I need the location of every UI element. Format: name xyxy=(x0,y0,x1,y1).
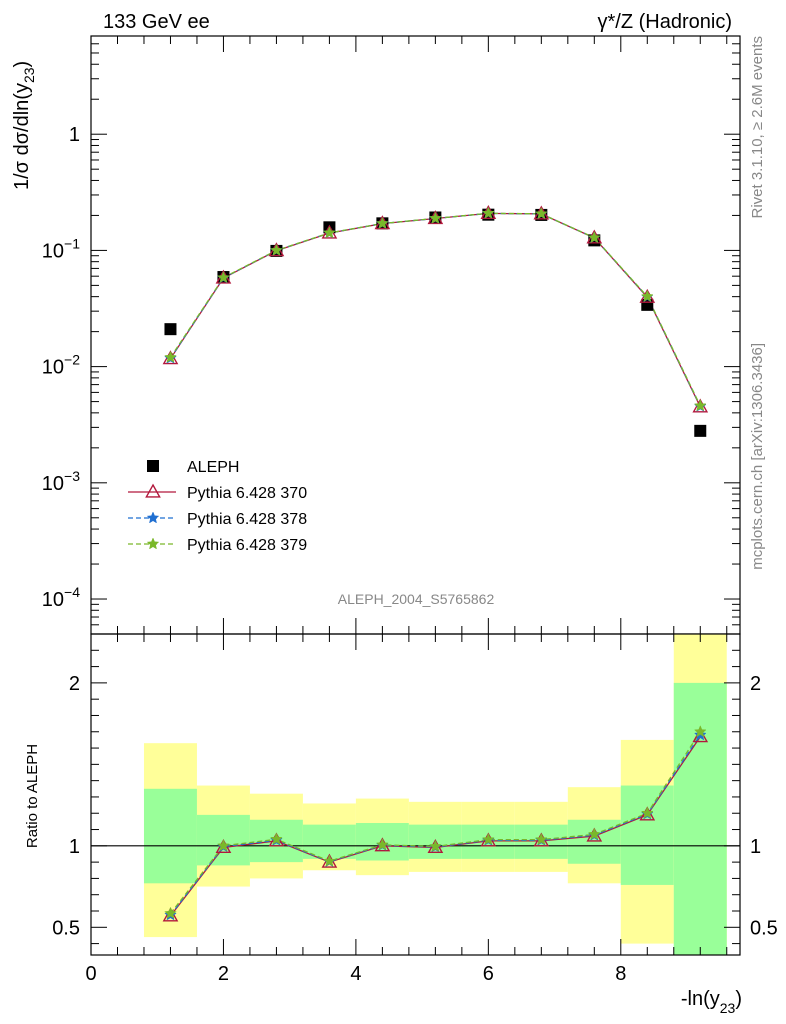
main-ytick-label-4: 1 xyxy=(69,124,80,146)
main-point-s0-9 xyxy=(641,298,654,311)
ratio-ytick-label-right-2: 2 xyxy=(750,673,761,695)
header-left-label: 133 GeV ee xyxy=(103,11,210,33)
main-point-s3-0 xyxy=(164,350,177,363)
side-text-top: Rivet 3.1.10, ≥ 2.6M events xyxy=(749,36,766,219)
ratio-point-s2-3 xyxy=(323,854,336,867)
main-point-s3-3 xyxy=(323,226,336,239)
main-panel: 10−4 10−3 10−2 10−1 1 xyxy=(42,35,741,635)
legend-marker-1 xyxy=(145,483,161,498)
ratio-ytick-label-left-2: 2 xyxy=(69,673,80,695)
ratio-ytick-label-left-1: 1 xyxy=(69,836,80,858)
main-series-line-1 xyxy=(169,212,701,408)
legend-label-2: Pythia 6.428 378 xyxy=(187,511,307,528)
main-point-s0-10 xyxy=(694,424,707,437)
legend-marker-3 xyxy=(146,537,160,550)
main-ytick-label-1: 10−3 xyxy=(42,468,80,495)
ratio-xtick-label-1: 2 xyxy=(218,963,229,985)
header-right-label: γ*/Z (Hadronic) xyxy=(598,11,732,33)
ratio-point-s2-4 xyxy=(376,838,389,851)
legend-label-1: Pythia 6.428 370 xyxy=(187,485,307,502)
ratio-xtick-label-4: 8 xyxy=(615,963,626,985)
ratio-point-s2-5 xyxy=(429,839,442,852)
ratio-point-s2-0 xyxy=(164,906,177,919)
ratio-ylabel: Ratio to ALEPH xyxy=(24,744,41,848)
main-point-s3-9 xyxy=(640,289,654,302)
ratio-xtick-label-2: 4 xyxy=(350,963,361,985)
main-ytick-label-2: 10−2 xyxy=(42,352,80,379)
legend-label-3: Pythia 6.428 379 xyxy=(187,537,307,554)
main-point-s3-8 xyxy=(587,231,601,244)
main-point-s0-0 xyxy=(164,323,177,336)
ratio-xtick-label-0: 0 xyxy=(85,963,96,985)
ratio-panel: 0 2 4 6 8 0.5 0.5 1 1 2 2 xyxy=(52,633,778,985)
band-inner-9 xyxy=(620,785,674,885)
ratio-point-s2-8 xyxy=(587,827,601,840)
main-series-line-3 xyxy=(169,212,701,407)
ratio-point-s2-1 xyxy=(217,839,230,852)
legend-label-0: ALEPH xyxy=(187,459,239,476)
ratio-point-s2-6 xyxy=(481,832,495,846)
band-inner-0 xyxy=(143,788,197,884)
ratio-point-s2-9 xyxy=(640,806,654,819)
main-point-s3-10 xyxy=(693,399,707,412)
ratio-ytick-label-right-0: 0.5 xyxy=(750,917,778,939)
watermark-label: ALEPH_2004_S5765862 xyxy=(338,591,495,607)
ratio-frame xyxy=(90,633,741,956)
legend: ALEPH Pythia 6.428 370 Pythia 6.428 378 Pyt… xyxy=(128,459,307,554)
ratio-point-s2-10 xyxy=(693,725,707,738)
ratio-ytick-label-left-0: 0.5 xyxy=(52,917,80,939)
main-ytick-label-0: 10−4 xyxy=(42,584,80,611)
ratio-point-s2-7 xyxy=(534,832,548,846)
main-point-s3-1 xyxy=(217,270,230,284)
main-series-line-2 xyxy=(169,212,701,407)
ratio-point-s2-2 xyxy=(270,832,283,845)
ratio-xtick-label-3: 6 xyxy=(483,963,494,985)
main-point-s3-5 xyxy=(429,211,442,224)
main-point-s3-2 xyxy=(270,243,283,256)
legend-marker-2 xyxy=(146,511,160,524)
legend-marker-0 xyxy=(147,460,159,472)
main-point-s3-7 xyxy=(534,207,548,220)
side-text-bottom: mcplots.cern.ch [arXiv:1306.3436] xyxy=(749,343,766,570)
ratio-xlabel: -ln(y23) xyxy=(681,988,742,1016)
main-ylabel: 1/σ dσ/dln(y23) xyxy=(11,61,37,190)
ratio-ytick-label-right-1: 1 xyxy=(750,836,761,858)
band-inner-10 xyxy=(673,682,727,955)
main-ytick-label-3: 10−1 xyxy=(42,235,80,262)
main-point-s3-4 xyxy=(376,216,389,229)
main-point-s3-6 xyxy=(481,206,495,219)
